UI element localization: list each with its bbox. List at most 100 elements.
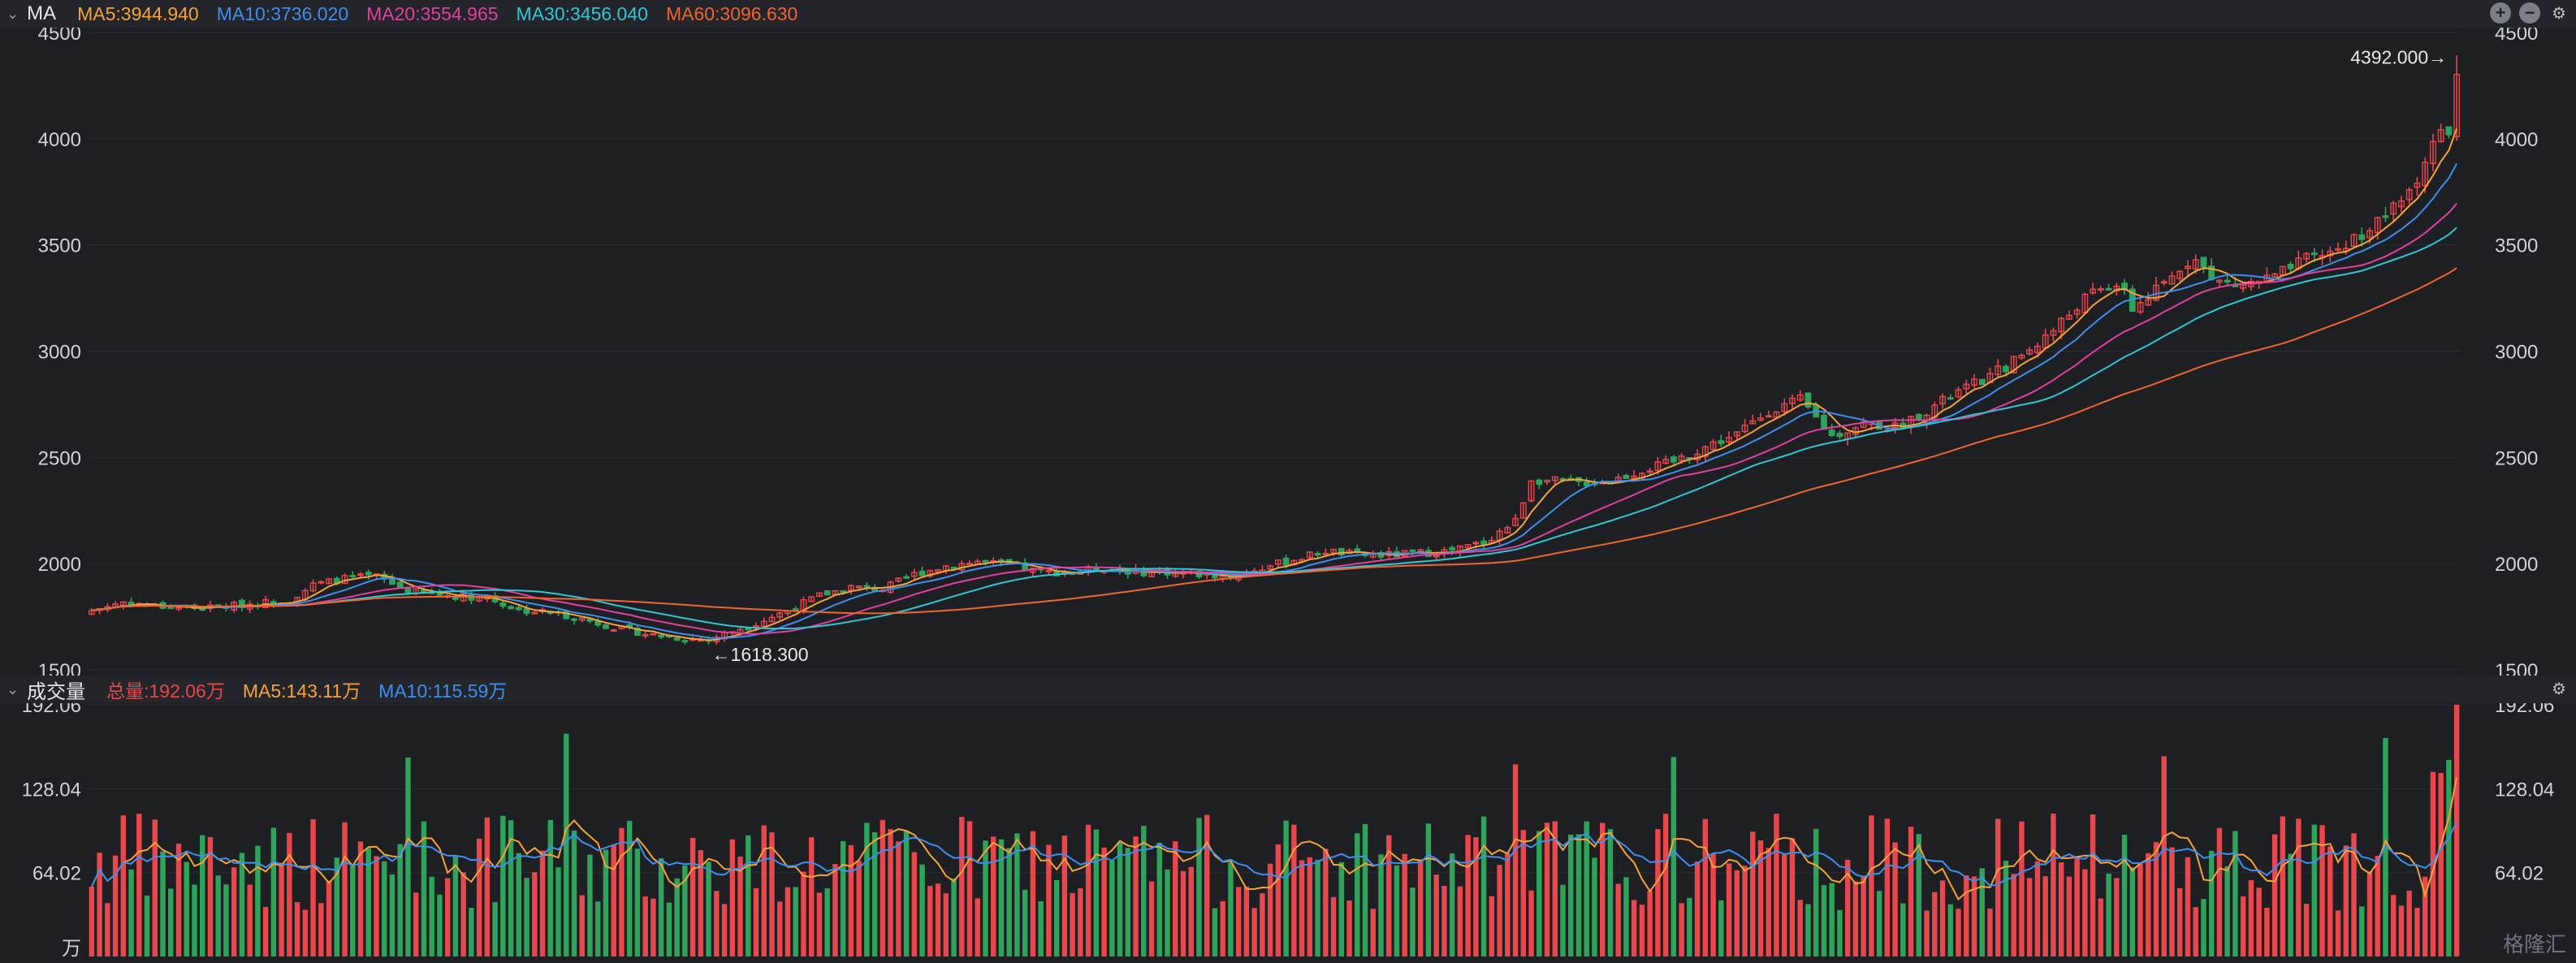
volume-bar — [1599, 823, 1606, 957]
candle-body — [776, 612, 784, 618]
max-price-label: 4392.000→ — [2350, 46, 2447, 67]
candle-body — [2366, 230, 2373, 239]
gear-icon[interactable]: ⚙ — [2552, 680, 2566, 698]
volume-bar — [2366, 871, 2373, 957]
volume-bar — [729, 839, 736, 957]
price-tick-label-left: 4000 — [38, 129, 81, 151]
candle-body — [768, 616, 776, 623]
volume-bar — [959, 817, 965, 957]
volume-bar — [175, 844, 182, 957]
candle-body — [2350, 234, 2358, 248]
candle-body — [1274, 559, 1282, 565]
candle-body — [642, 633, 649, 637]
candle-body — [1464, 544, 1472, 549]
volume-tick-label-left: 128.04 — [22, 779, 81, 801]
volume-bar — [2311, 824, 2318, 957]
collapse-toggle-icon[interactable]: ⌄ — [6, 5, 19, 22]
volume-bar — [2430, 771, 2436, 957]
candle-body — [982, 559, 989, 563]
candle-body — [2429, 140, 2436, 165]
volume-bar — [1821, 885, 1827, 957]
volume-bar — [1774, 814, 1779, 957]
volume-bar — [2343, 845, 2349, 957]
volume-bar — [1410, 887, 1416, 957]
candle-body — [2176, 270, 2184, 279]
candle-body — [2422, 162, 2429, 187]
volume-bar — [1869, 815, 1874, 957]
volume-bar — [587, 854, 593, 957]
volume-bar — [1228, 862, 1234, 957]
volume-bar — [215, 875, 221, 957]
volume-bar — [966, 821, 973, 957]
volume-bar — [1987, 908, 1993, 957]
volume-bar — [1884, 818, 1891, 957]
volume-bar — [848, 844, 854, 957]
volume-bar — [1995, 818, 2001, 957]
volume-bar — [1046, 844, 1052, 957]
volume-bar — [856, 861, 862, 957]
volume-bar — [2414, 908, 2420, 957]
volume-bar — [1876, 891, 1882, 957]
volume-bar — [682, 865, 688, 957]
volume-bar — [650, 898, 656, 957]
gear-icon[interactable]: ⚙ — [2552, 4, 2566, 23]
candle-body — [1939, 395, 1946, 405]
volume-bar — [2446, 759, 2452, 957]
volume-unit-label: 万 — [62, 938, 81, 960]
volume-bar — [1251, 908, 1257, 957]
volume-bar — [1291, 824, 1297, 957]
volume-bar — [365, 848, 371, 957]
volume-bar — [1505, 853, 1511, 957]
volume-bar — [674, 878, 680, 957]
volume-bar — [658, 858, 664, 957]
candle-body — [396, 581, 404, 589]
volume-bar — [2161, 756, 2167, 957]
volume-bar — [1939, 880, 1946, 957]
candle-body — [2414, 182, 2421, 188]
volume-bar — [97, 853, 102, 957]
volume-bar — [619, 827, 625, 957]
volume-bar — [1607, 829, 1614, 957]
candle-body — [903, 576, 910, 579]
candle-body — [2232, 284, 2239, 287]
volume-bar — [374, 856, 379, 957]
candle-body — [2240, 284, 2247, 289]
candle-body — [175, 607, 182, 610]
candle-body — [2090, 288, 2097, 294]
candle-body — [1670, 456, 1677, 463]
volume-bar — [1631, 900, 1637, 957]
volume-bar — [1196, 818, 1202, 957]
volume-bar — [1908, 827, 1914, 957]
candle-body — [2398, 200, 2405, 208]
volume-bar — [871, 832, 878, 957]
collapse-toggle-icon[interactable]: ⌄ — [6, 680, 19, 697]
volume-bar — [1956, 909, 1961, 957]
candle-body — [634, 627, 641, 637]
add-icon[interactable]: + — [2490, 2, 2511, 24]
volume-bar — [437, 894, 443, 957]
volume-bar — [405, 757, 411, 957]
volume-bar — [184, 862, 189, 957]
volume-bar — [1647, 891, 1653, 957]
candle-body — [816, 592, 823, 598]
volume-bar — [911, 852, 918, 957]
volume-bar — [136, 814, 142, 957]
volume-bar — [1275, 844, 1282, 957]
volume-bar — [1528, 890, 1534, 957]
minus-icon[interactable]: − — [2519, 2, 2540, 24]
volume-bar — [2296, 818, 2302, 957]
volume-bar — [2146, 853, 2151, 957]
volume-tick-label-right: 128.04 — [2495, 779, 2554, 801]
volume-bar — [935, 883, 941, 957]
volume-bar — [808, 837, 815, 957]
volume-bar — [611, 844, 616, 957]
volume-bar — [1687, 897, 1692, 957]
volume-ma10-line — [90, 822, 2457, 887]
volume-bar — [508, 820, 514, 957]
candle-body — [119, 601, 127, 607]
candle-body — [2185, 266, 2191, 270]
volume-bar — [2177, 887, 2183, 957]
volume-bar — [2185, 857, 2191, 957]
candle-body — [2224, 279, 2231, 283]
candle-body — [2200, 257, 2207, 268]
